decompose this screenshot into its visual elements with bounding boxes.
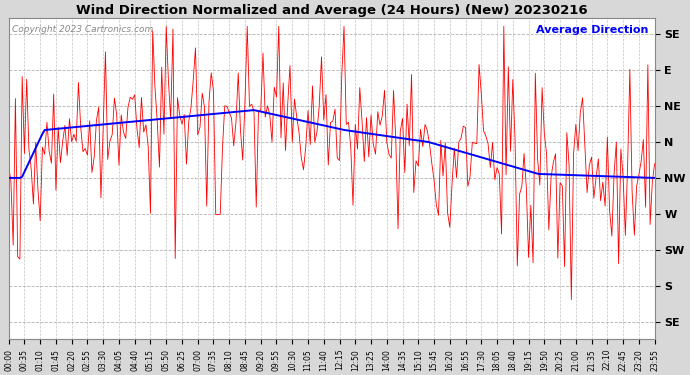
Text: Average Direction: Average Direction (535, 25, 648, 35)
Title: Wind Direction Normalized and Average (24 Hours) (New) 20230216: Wind Direction Normalized and Average (2… (76, 4, 587, 17)
Text: Copyright 2023 Cartronics.com: Copyright 2023 Cartronics.com (12, 25, 153, 34)
